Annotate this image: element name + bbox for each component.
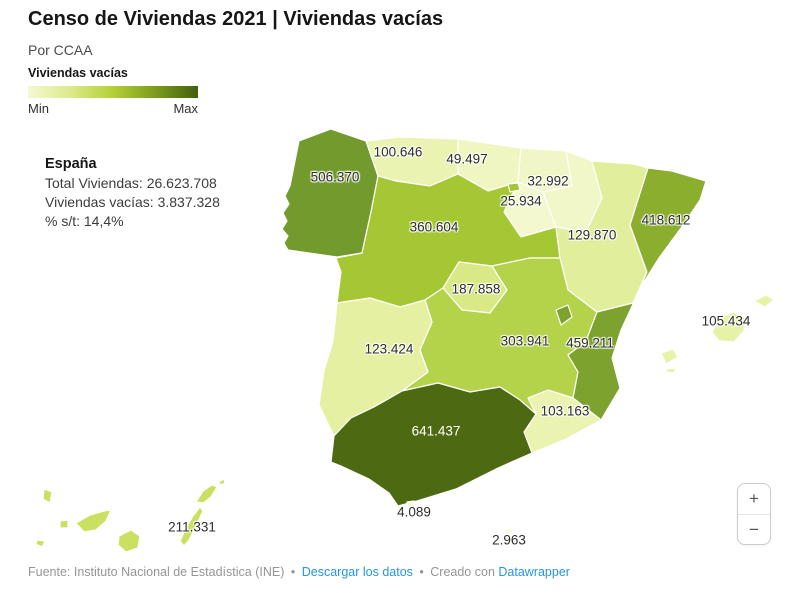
region-ceuta[interactable] [406,500,415,508]
summary-country: España [45,156,97,172]
islet-la-graciosa[interactable] [218,478,226,486]
legend-min-label: Min [28,101,49,116]
region-valencia[interactable] [567,301,635,421]
island-fuerteventura[interactable] [179,506,204,547]
region-castilla-y-leon-trevino-enclave[interactable] [507,182,521,193]
summary-viviendas-vacias: Viviendas vacías: 3.837.328 [45,194,220,210]
island-la-gomera[interactable] [59,519,69,529]
island-gran-canaria[interactable] [117,529,141,553]
created-with-text: Creado con [430,565,495,579]
zoom-controls-divider [738,513,770,515]
legend-scale: Min Max [28,101,198,116]
region-andalucia[interactable] [330,382,537,507]
footer-separator: • [290,565,296,579]
summary-pct: % s/t: 14,4% [45,213,124,229]
island-lanzarote[interactable] [195,484,218,504]
region-canarias[interactable] [35,478,226,553]
zoom-in-button[interactable]: + [738,484,770,514]
legend-title: Viviendas vacías [28,66,128,80]
island-ibiza[interactable] [660,348,679,365]
country-summary: España Total Viviendas: 26.623.708 Vivie… [45,155,220,231]
region-cataluna[interactable] [629,167,707,303]
source-text: Fuente: Instituto Nacional de Estadístic… [28,565,285,579]
page-subtitle: Por CCAA [28,42,93,58]
island-mallorca[interactable] [711,311,746,343]
region-baleares[interactable] [660,294,775,374]
region-valencia-ademuz-enclave[interactable] [555,304,573,326]
page-title: Censo de Viviendas 2021 | Viviendas vací… [28,8,444,30]
island-el-hierro[interactable] [35,539,46,548]
island-formentera[interactable] [665,367,677,374]
legend-max-label: Max [173,101,198,116]
footer-separator: • [419,565,424,579]
island-tenerife[interactable] [75,509,112,533]
region-galicia[interactable] [281,128,379,258]
summary-total-viviendas: Total Viviendas: 26.623.708 [45,175,217,191]
zoom-out-button[interactable]: − [738,515,770,545]
island-la-palma[interactable] [42,488,53,504]
map-zoom-controls: + − [737,483,771,545]
download-data-link[interactable]: Descargar los datos [301,565,413,579]
datawrapper-link[interactable]: Datawrapper [498,565,570,579]
chart-footer: Fuente: Instituto Nacional de Estadístic… [28,565,570,579]
legend-gradient-bar [28,86,198,98]
region-melilla[interactable] [504,527,513,535]
island-menorca[interactable] [753,294,775,308]
